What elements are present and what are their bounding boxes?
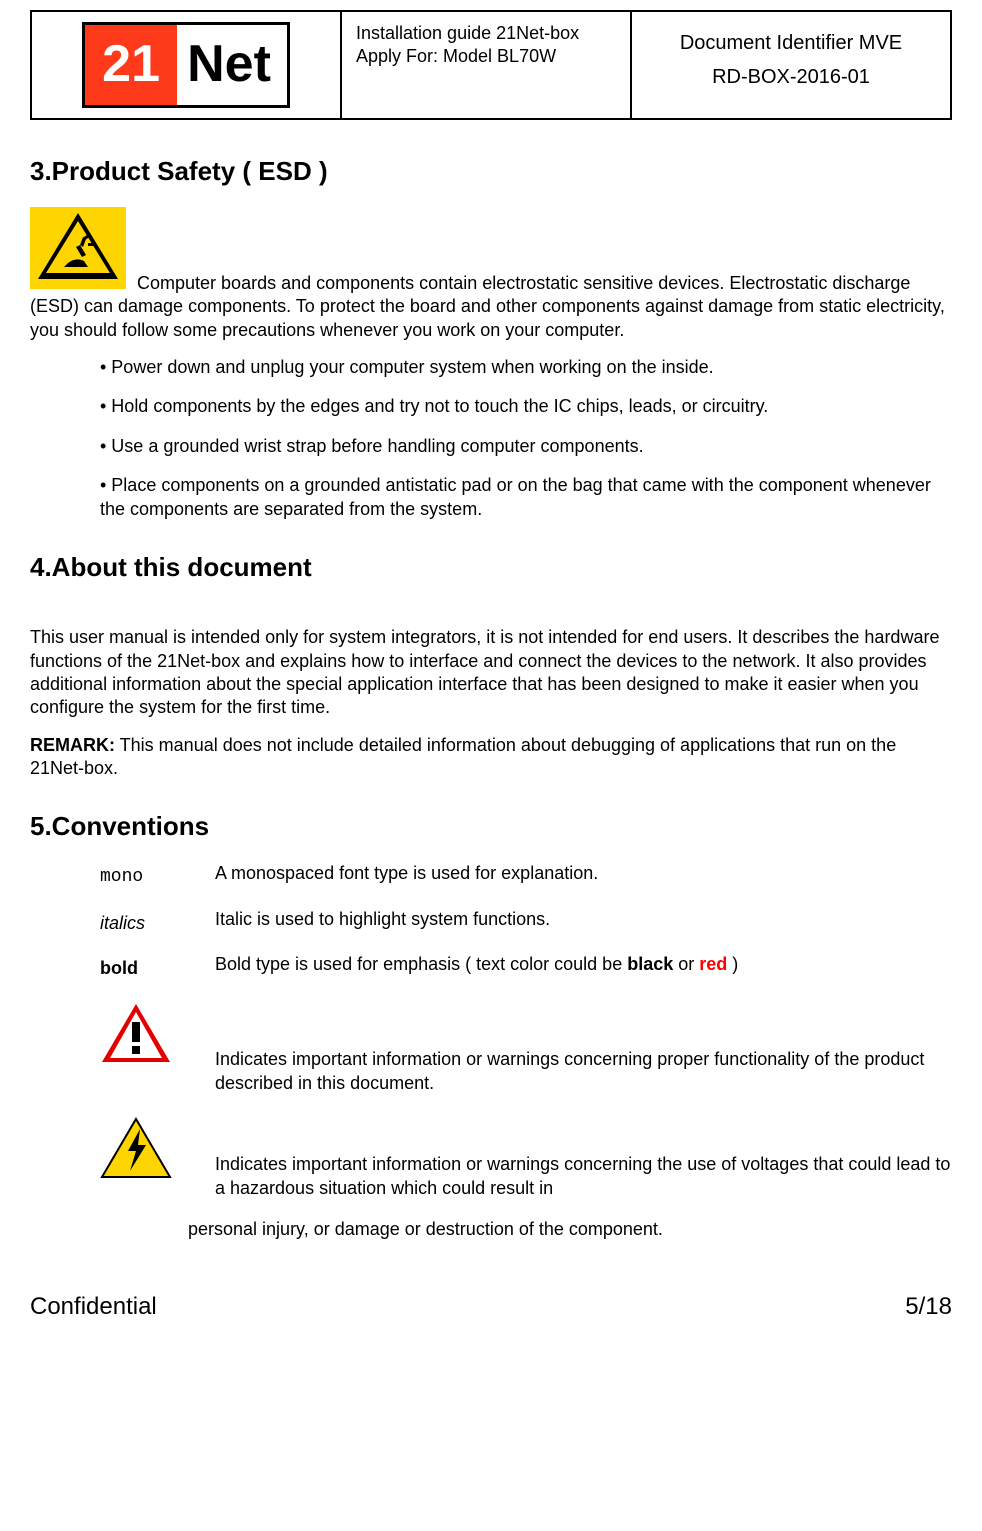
header-title-line2: Apply For: Model BL70W	[356, 45, 616, 68]
section-conventions: 5.Conventions mono A monospaced font typ…	[30, 810, 952, 1241]
bullet-1: • Power down and unplug your computer sy…	[100, 356, 952, 379]
conv-row-mono: mono A monospaced font type is used for …	[100, 862, 952, 889]
bullet-3: • Use a grounded wrist strap before hand…	[100, 435, 952, 458]
bold-mid: or	[673, 954, 699, 974]
esd-icon	[30, 207, 126, 295]
conv-desc-warning: Indicates important information or warni…	[215, 998, 952, 1095]
heading-3: 3.Product Safety ( ESD )	[30, 155, 952, 189]
about-para1: This user manual is intended only for sy…	[30, 626, 952, 720]
conventions-table: mono A monospaced font type is used for …	[100, 862, 952, 1241]
logo-21: 21	[85, 25, 177, 105]
conv-label-bold: bold	[100, 953, 215, 980]
warning-icon	[100, 998, 215, 1072]
bold-post: )	[727, 954, 738, 974]
section-product-safety: 3.Product Safety ( ESD ) Computer boards…	[30, 155, 952, 521]
voltage-icon	[100, 1113, 215, 1187]
conv-row-warning: Indicates important information or warni…	[100, 998, 952, 1095]
bold-black: black	[627, 954, 673, 974]
esd-intro-block: Computer boards and components contain e…	[30, 207, 952, 342]
conv-desc-mono: A monospaced font type is used for expla…	[215, 862, 952, 885]
conv-desc-italics: Italic is used to highlight system funct…	[215, 908, 952, 931]
esd-bullets: • Power down and unplug your computer sy…	[30, 356, 952, 521]
footer-left: Confidential	[30, 1291, 157, 1322]
heading-5: 5.Conventions	[30, 810, 952, 844]
conv-desc-bold: Bold type is used for emphasis ( text co…	[215, 953, 952, 976]
bullet-2: • Hold components by the edges and try n…	[100, 395, 952, 418]
doc-id-line1: Document Identifier MVE	[646, 30, 936, 56]
about-remark: REMARK: This manual does not include det…	[30, 734, 952, 781]
heading-4: 4.About this document	[30, 551, 952, 585]
conv-label-mono: mono	[100, 862, 215, 889]
remark-label: REMARK:	[30, 735, 115, 755]
bold-pre: Bold type is used for emphasis ( text co…	[215, 954, 627, 974]
section-about-document: 4.About this document This user manual i…	[30, 551, 952, 781]
logo: 21 Net	[82, 22, 290, 108]
page-footer: Confidential 5/18	[30, 1291, 952, 1322]
conv-label-italics: italics	[100, 908, 215, 935]
document-header: 21 Net Installation guide 21Net-box Appl…	[30, 10, 952, 120]
doc-id-line2: RD-BOX-2016-01	[646, 64, 936, 90]
footer-right: 5/18	[905, 1291, 952, 1322]
conv-desc-voltage: Indicates important information or warni…	[215, 1113, 952, 1200]
conv-row-bold: bold Bold type is used for emphasis ( te…	[100, 953, 952, 980]
remark-text: This manual does not include detailed in…	[30, 735, 896, 778]
bold-red: red	[699, 954, 727, 974]
header-docid-cell: Document Identifier MVE RD-BOX-2016-01	[631, 11, 951, 119]
conv-row-voltage: Indicates important information or warni…	[100, 1113, 952, 1200]
esd-intro-text: Computer boards and components contain e…	[30, 273, 945, 340]
conv-row-italics: italics Italic is used to highlight syst…	[100, 908, 952, 935]
conv-desc-voltage-cont: personal injury, or damage or destructio…	[188, 1218, 952, 1241]
bullet-4: • Place components on a grounded antista…	[100, 474, 952, 521]
header-title-line1: Installation guide 21Net-box	[356, 22, 616, 45]
header-title-cell: Installation guide 21Net-box Apply For: …	[341, 11, 631, 119]
logo-net: Net	[177, 31, 287, 99]
logo-cell: 21 Net	[31, 11, 341, 119]
